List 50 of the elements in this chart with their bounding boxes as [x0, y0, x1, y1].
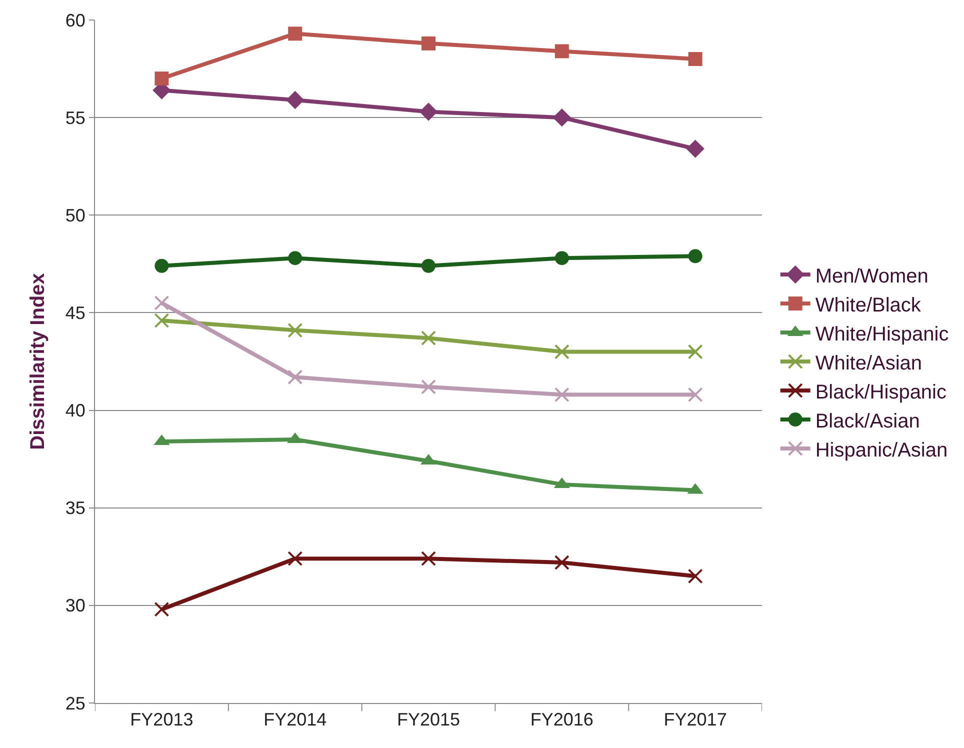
y-tick-label: 50	[65, 205, 86, 226]
y-tick-label: 40	[65, 400, 86, 421]
point	[154, 72, 169, 86]
y-tick-label: 25	[65, 693, 86, 714]
legend-label: Hispanic/Asian	[815, 439, 948, 462]
point	[422, 258, 436, 273]
point	[154, 258, 169, 273]
y-tick-label: 60	[65, 10, 86, 30]
point	[688, 249, 702, 264]
y-tick-label: 30	[65, 596, 86, 616]
x-tick-label: FY2015	[396, 710, 460, 730]
x-tick-label: FY2014	[264, 710, 327, 730]
point	[154, 602, 170, 617]
y-axis-title: Dissimilarity Index	[26, 273, 49, 450]
point	[421, 379, 436, 394]
x-tick-label: FY2016	[530, 710, 594, 730]
legend-label: Men/Women	[815, 265, 928, 288]
point	[422, 36, 436, 50]
legend-label: Black/Asian	[815, 410, 920, 432]
point	[688, 568, 703, 584]
point	[554, 555, 570, 570]
point	[288, 370, 303, 385]
point	[688, 52, 702, 66]
point	[688, 387, 703, 402]
point	[421, 330, 436, 346]
y-tick-label: 35	[65, 498, 86, 518]
point	[154, 295, 170, 310]
point	[554, 44, 569, 58]
point	[288, 26, 302, 41]
point	[288, 551, 303, 566]
point	[288, 322, 303, 338]
point	[419, 102, 438, 121]
point	[554, 387, 570, 402]
point	[286, 90, 304, 110]
point	[686, 140, 704, 158]
legend-label: Black/Hispanic	[815, 381, 947, 404]
point	[421, 551, 436, 566]
x-tick-label: FY2013	[130, 710, 194, 730]
y-tick-label: 55	[65, 108, 86, 128]
point	[554, 344, 570, 360]
point	[552, 108, 571, 127]
point	[288, 251, 302, 266]
point	[688, 344, 703, 360]
legend-label: White/Black	[815, 294, 922, 316]
legend-label: White/Asian	[815, 352, 922, 374]
point	[154, 313, 170, 328]
point	[554, 251, 569, 266]
y-tick-label: 45	[65, 303, 86, 324]
legend-label: White/Hispanic	[815, 323, 949, 346]
x-tick-label: FY2017	[664, 710, 727, 730]
